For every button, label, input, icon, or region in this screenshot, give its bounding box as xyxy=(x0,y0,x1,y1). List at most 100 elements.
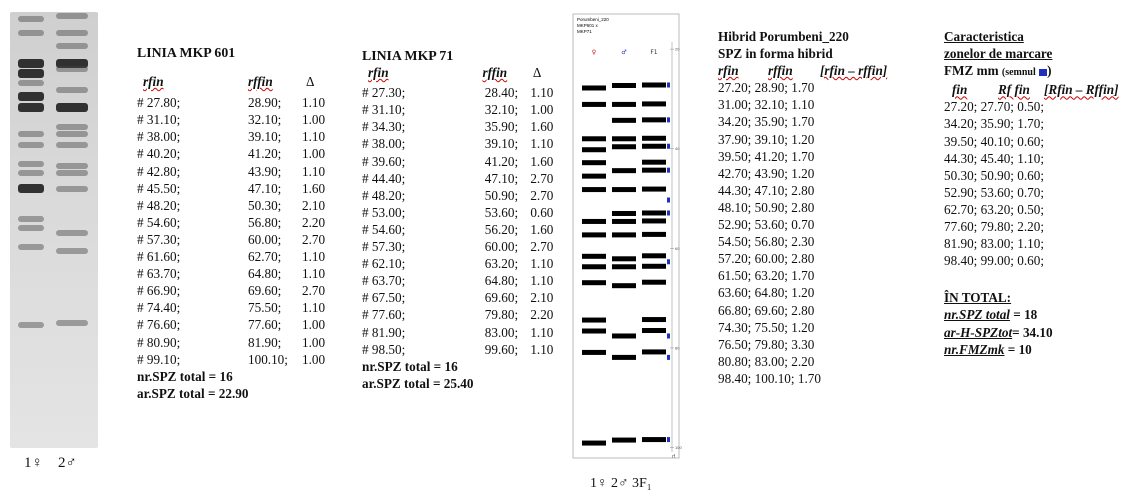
total-value: = 34.10 xyxy=(1012,324,1053,340)
table-cell: 60.00; xyxy=(248,231,282,247)
table-header: rfin rffin Δ xyxy=(362,64,562,81)
table-cell: 2.70 xyxy=(530,187,554,203)
table-cell: # 27.80; xyxy=(137,95,181,111)
gel-band xyxy=(56,66,88,73)
diagram-band xyxy=(642,82,666,88)
table-row: 74.30; 75.50; 1.20 xyxy=(718,319,815,335)
diagram-band xyxy=(612,333,636,339)
table-row: 48.10; 50.90; 2.80 xyxy=(718,199,815,215)
table-cell: 32.10; xyxy=(484,102,519,118)
table-cell: 1.60 xyxy=(302,180,326,196)
gel-band xyxy=(18,80,44,87)
gel-band xyxy=(18,15,44,22)
table-header: rfin rffin [rfin – rffin] xyxy=(718,62,928,79)
fmz-title-3-end: ) xyxy=(1047,63,1052,79)
table-cell: 2.70 xyxy=(302,231,326,247)
diagram-band xyxy=(582,440,606,446)
table-row: # 34.30; 35.90; 1.60 xyxy=(362,118,562,135)
table-cell: 28.90; xyxy=(248,95,282,111)
table-cell: # 31.10; xyxy=(362,102,406,118)
table-cell: 0.60 xyxy=(530,204,554,220)
table-cell: 43.90; xyxy=(248,163,282,179)
gel-band xyxy=(56,319,88,326)
header-fin: fin xyxy=(952,82,968,98)
table-cell: # 57.30; xyxy=(137,231,181,247)
total-value: = 18 xyxy=(1009,307,1038,323)
scale-tick-label: 20 xyxy=(675,47,680,52)
table-row: 52.90; 53.60; 0.70; xyxy=(944,184,1045,200)
table-cell: 1.10 xyxy=(302,129,326,145)
table-row: # 98.50; 99.60; 1.10 xyxy=(362,341,562,358)
diagram-band xyxy=(582,328,606,334)
gel-band xyxy=(18,130,44,137)
table-row: # 54.60; 56.80; 2.20 xyxy=(137,214,337,231)
diagram-title-line: MKP71 xyxy=(577,29,592,34)
diagram-band xyxy=(642,143,666,149)
gel-band xyxy=(18,91,44,101)
table-row: # 80.90; 81.90; 1.00 xyxy=(137,334,337,351)
table-row: 66.80; 69.60; 2.80 xyxy=(718,302,815,318)
header-rfin: rfin xyxy=(368,65,389,81)
table-row: # 39.60; 41.20; 1.60 xyxy=(362,153,562,170)
table-row: # 27.30; 28.40; 1.10 xyxy=(362,84,562,101)
total-line: ar-H-SPZtot= 34.10 xyxy=(944,324,1134,341)
diagram-band xyxy=(582,187,606,193)
table-cell: 1.00 xyxy=(530,102,554,118)
table-cell: 50.90; xyxy=(484,187,519,203)
diagram-band xyxy=(642,218,666,224)
fmz-marker xyxy=(667,437,670,443)
table-row: # 44.40; 47.10; 2.70 xyxy=(362,170,562,187)
gel-band xyxy=(56,103,88,113)
gel-band xyxy=(18,215,44,222)
table-cell: 41.20; xyxy=(248,146,282,162)
header-delta: Δ xyxy=(532,65,542,81)
table-cell: # 40.20; xyxy=(137,146,181,162)
table-body: 27.20; 28.90; 1.70 31.00; 32.10; 1.10 34.2… xyxy=(718,79,928,387)
header-diff: [Rfin – Rffin] xyxy=(1044,82,1119,98)
table-row: # 62.10; 63.20; 1.10 xyxy=(362,255,562,272)
table-cell: 75.50; xyxy=(248,300,282,316)
table-cell: # 76.60; xyxy=(137,317,181,333)
gel-band xyxy=(56,229,88,236)
table-title: LINIA MKP 71 xyxy=(362,48,454,63)
totals-title: ÎN TOTAL: xyxy=(944,290,1012,306)
table-row: 98.40; 100.10; 1.70 xyxy=(718,370,821,386)
table-row: 54.50; 56.80; 2.30 xyxy=(718,234,815,250)
diagram-band xyxy=(642,117,666,123)
table-cell: 1.10 xyxy=(302,249,326,265)
totals-lines: nr.SPZ total = 18 ar-H-SPZtot= 34.10 nr.FM… xyxy=(944,306,1134,357)
table-row: # 31.10; 32.10; 1.00 xyxy=(137,111,337,128)
table-row: # 99.10; 100.10; 1.00 xyxy=(137,351,337,368)
table-cell: 1.10 xyxy=(530,324,554,340)
fmz-marker xyxy=(667,117,670,123)
table-cell: 47.10; xyxy=(248,180,282,196)
total-line: nr.FMZmk = 10 xyxy=(944,341,1134,358)
table-row: 39.50; 41.20; 1.70 xyxy=(718,148,815,164)
diagram-band xyxy=(582,136,606,142)
table-row: 39.50; 40.10; 0.60; xyxy=(944,133,1045,149)
diagram-band xyxy=(642,210,666,216)
gel-band xyxy=(18,169,44,176)
table-title: LINIA MKP 601 xyxy=(137,45,236,60)
gel-band xyxy=(56,29,88,36)
diagram-band xyxy=(642,231,666,237)
scale-tick-label: 80 xyxy=(675,345,680,350)
total-value: = 10 xyxy=(1004,341,1032,357)
fmz-title-3: FMZ mm (semnul ) xyxy=(944,62,1134,81)
table-cell: 2.20 xyxy=(302,214,326,230)
diagram-band xyxy=(612,437,636,443)
table-cell: 1.00 xyxy=(302,334,326,350)
diagram-band xyxy=(582,253,606,259)
fmz-marker xyxy=(667,354,670,360)
total-label: nr.FMZmk xyxy=(944,341,1005,357)
table-cell: # 31.10; xyxy=(137,112,181,128)
table-row: # 76.60; 77.60; 1.00 xyxy=(137,316,337,333)
total-ar: ar.SPZ total = 25.40 xyxy=(362,375,474,391)
diagram-title-line: Porumbeni_220 xyxy=(577,17,609,22)
table-cell: 81.90; xyxy=(248,334,282,350)
diagram-band xyxy=(582,85,606,91)
diagram-band xyxy=(612,82,636,88)
table-cell: 64.80; xyxy=(484,273,519,289)
fmz-marker xyxy=(667,167,670,173)
table-cell: # 34.30; xyxy=(362,119,406,135)
